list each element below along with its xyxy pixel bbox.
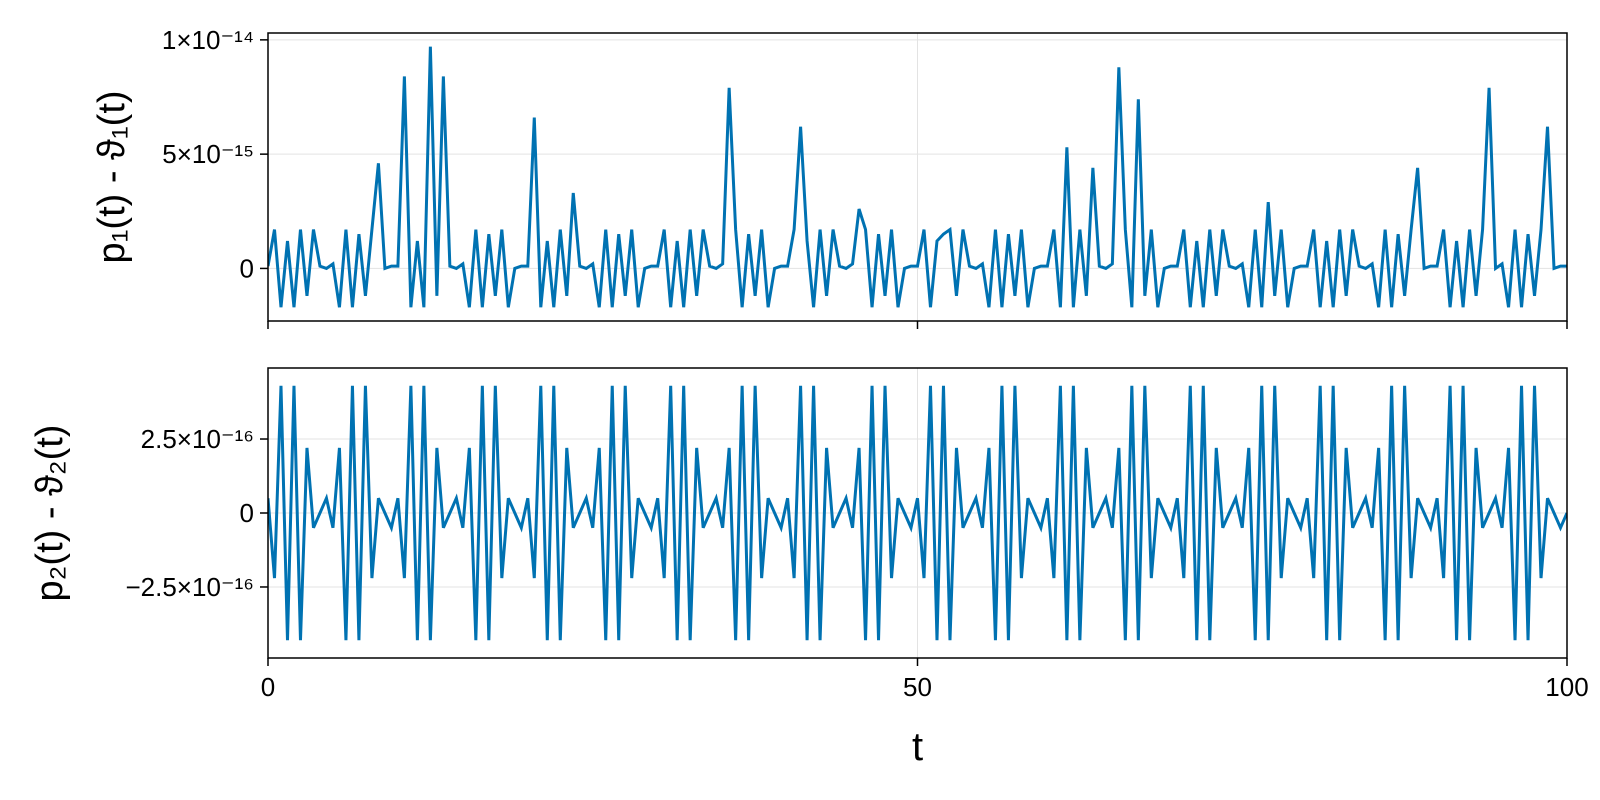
y-tick-label: 1×10⁻¹⁴ [162,25,254,55]
data-line [268,46,1567,308]
data-line [268,385,1567,641]
y-tick-label: 5×10⁻¹⁵ [162,139,254,169]
y-tick-label: 0 [240,498,254,528]
y-axis-label: p₁(t) - ϑ₁(t) [91,90,133,263]
y-tick-label: 2.5×10⁻¹⁶ [141,424,254,454]
axes-frame [267,367,1568,659]
axes-frame [267,32,1568,322]
x-axis-label: t [912,725,923,769]
y-tick-label: −2.5×10⁻¹⁶ [125,572,254,602]
x-tick-label: 100 [1545,672,1588,702]
x-tick-label: 50 [903,672,932,702]
y-axis-label: p₂(t) - ϑ₂(t) [29,425,71,602]
x-tick-label: 0 [261,672,275,702]
y-tick-label: 0 [240,253,254,283]
